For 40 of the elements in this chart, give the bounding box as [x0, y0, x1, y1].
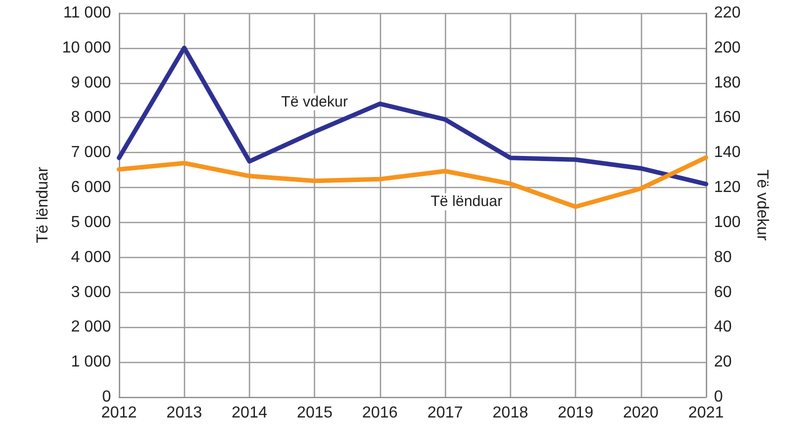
- x-tick-label: 2015: [296, 404, 333, 422]
- y-tick-label: 11 000: [63, 4, 112, 22]
- x-tick-label: 2021: [688, 404, 724, 422]
- y2-tick-label: 160: [714, 109, 741, 126]
- series-label: Të lënduar: [430, 193, 502, 210]
- y2-tick-label: 180: [714, 74, 741, 92]
- y2-tick-label: 200: [714, 39, 741, 56]
- x-tick-label: 2012: [101, 404, 137, 422]
- x-tick-label: 2017: [427, 404, 464, 422]
- x-tick-label: 2018: [492, 404, 528, 422]
- x-tick-label: 2020: [622, 404, 659, 422]
- y2-tick-label: 140: [714, 144, 741, 162]
- y-tick-label: 7 000: [70, 144, 112, 162]
- y2-tick-label: 100: [714, 214, 741, 231]
- y-tick-label: 10 000: [62, 39, 112, 56]
- x-tick-label: 2019: [558, 404, 594, 422]
- y2-tick-label: 120: [714, 179, 741, 196]
- y-tick-label: 5 000: [70, 214, 112, 231]
- y2-tick-label: 0: [714, 388, 723, 406]
- y-tick-label: 0: [102, 388, 112, 406]
- y-tick-label: 8 000: [70, 109, 112, 126]
- y-tick-label: 3 000: [70, 284, 112, 301]
- x-tick-label: 2016: [362, 404, 398, 422]
- y-tick-label: 4 000: [70, 248, 112, 266]
- y2-tick-label: 60: [714, 284, 732, 301]
- y2-tick-label: 20: [714, 354, 732, 371]
- line-series: [116, 155, 708, 209]
- y2-tick-label: 80: [714, 248, 732, 266]
- y-tick-label: 6 000: [70, 179, 112, 196]
- y2-tick-label: 40: [714, 318, 732, 336]
- x-tick-label: 2013: [166, 404, 202, 422]
- line-series: [116, 46, 708, 186]
- y-tick-label: 2 000: [70, 318, 112, 336]
- y-tick-label: 1 000: [70, 354, 112, 371]
- series-label: Të vdekur: [281, 93, 348, 110]
- y-tick-label: 9 000: [70, 74, 112, 92]
- x-tick-label: 2014: [232, 404, 268, 422]
- y-axis-title: Të lënduar: [34, 166, 52, 244]
- y2-axis-title: Të vdekur: [754, 169, 770, 242]
- y2-tick-label: 220: [714, 4, 741, 22]
